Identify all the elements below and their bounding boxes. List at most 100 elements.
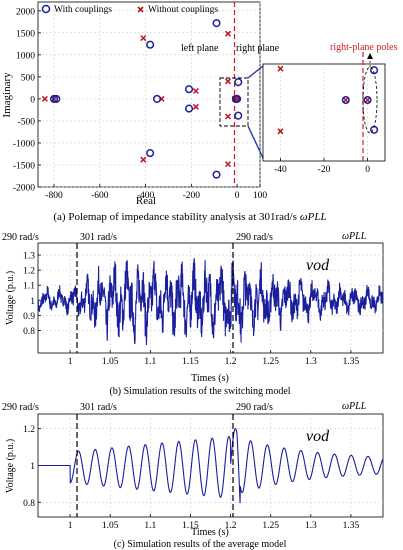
- caption-c: (c) Simulation results of the average mo…: [114, 539, 287, 550]
- polemap-ytick-label: -2000: [13, 184, 35, 194]
- polemap-poles: [41, 19, 243, 179]
- b-ytick-label: 1: [30, 297, 35, 307]
- inset-pole-cross: [277, 65, 284, 72]
- c-xtick-label: 1.1: [144, 521, 156, 531]
- right-plane-poles-label: right-plane poles: [330, 42, 398, 53]
- pole-cross-without-couplings: [224, 113, 231, 120]
- switching-x-ticks: 1 1.05 1.1 1.15 1.2 1.25 1.3 1.35: [68, 350, 360, 367]
- polemap-xtick-label: -400: [137, 191, 155, 201]
- switching-top-label-2: 301 rad/s: [80, 232, 117, 243]
- switching-ylabel: Voltage (p.u.): [5, 271, 16, 326]
- b-xtick-label: 1.35: [343, 357, 360, 367]
- average-xlabel: Times (s): [191, 527, 229, 538]
- polemap-frame: [37, 1, 261, 188]
- b-ytick-label: 1.1: [23, 282, 35, 292]
- b-ytick-label: 0.8: [23, 327, 35, 337]
- c-xtick-label: 1: [68, 521, 73, 531]
- inset-xtick-label: -40: [274, 165, 287, 175]
- b-ytick-label: 1.2: [23, 267, 35, 277]
- legend-cross-marker: [137, 6, 144, 13]
- pole-circle-with-couplings: [234, 78, 243, 87]
- legend-circle-marker: [41, 4, 51, 14]
- left-plane-label: left plane: [181, 43, 219, 54]
- inset-xtick-label: 0: [365, 165, 370, 175]
- b-xtick-label: 1.25: [262, 357, 279, 367]
- right-plane-label: right plane: [236, 43, 280, 54]
- c-ytick-label: 1: [30, 462, 35, 472]
- pole-circle-with-couplings: [185, 85, 194, 94]
- polemap-xtick-label: 100: [253, 191, 268, 201]
- caption-b: (b) Simulation results of the switching …: [109, 386, 290, 397]
- caption-a-symbol: ωPLL: [300, 211, 327, 223]
- average-top-label-2: 301 rad/s: [80, 402, 117, 413]
- average-model-panel: 0.8 1 1.2 1 1.05 1.1 1.15 1.2 1.25 1.3 1.35 290 r…: [2, 401, 384, 550]
- polemap-ytick-label: -500: [18, 117, 36, 127]
- polemap-ytick-label: -1000: [13, 139, 35, 149]
- legend-with-couplings: With couplings: [54, 5, 112, 15]
- pole-cross-without-couplings: [224, 78, 231, 85]
- inset-xtick-label: -20: [318, 165, 331, 175]
- legend-without-couplings: Without couplings: [148, 5, 218, 15]
- polemap-ytick-label: 1000: [16, 51, 35, 61]
- pole-circle-with-couplings: [212, 19, 221, 28]
- pole-cross-without-couplings: [41, 95, 48, 102]
- pole-cross-without-couplings: [50, 95, 58, 102]
- polemap-ytick-label: 1500: [16, 29, 35, 39]
- average-top-label-3: 290 rad/s: [236, 402, 273, 413]
- polemap-ytick-label: 2000: [16, 7, 35, 17]
- pole-cross-without-couplings: [224, 30, 231, 37]
- pole-circle-with-couplings: [52, 94, 61, 103]
- average-x-ticks: 1 1.05 1.1 1.15 1.2 1.25 1.3 1.35: [68, 514, 359, 531]
- c-xtick-label: 1.15: [182, 521, 199, 531]
- inset-grid: [280, 64, 368, 161]
- pole-circle-with-couplings: [212, 170, 221, 179]
- b-xtick-label: 1.1: [144, 357, 156, 367]
- pole-circle-with-couplings: [152, 94, 162, 103]
- b-ytick-label: 1.3: [23, 252, 35, 262]
- pole-cross-without-couplings: [140, 35, 147, 42]
- polemap-x-ticks: -800 -600 -400 -200 0 100: [45, 184, 267, 201]
- c-xtick-label: 1.3: [305, 521, 317, 531]
- average-pll-symbol: ωPLL: [342, 401, 367, 412]
- switching-top-label-3: 290 rad/s: [236, 232, 273, 243]
- switching-model-panel: 0.80.911.11.21.3 1 1.05 1.1 1.15 1.2 1.25 1.3 1…: [2, 231, 384, 397]
- pole-cross-without-couplings: [192, 87, 199, 95]
- caption-a-text: (a) Polemap of impedance stability analy…: [53, 211, 296, 223]
- switching-vod-series: [37, 258, 384, 346]
- inset-pole-circle: [341, 95, 350, 105]
- inset-pole-cross: [364, 96, 371, 104]
- pole-cross-without-couplings: [192, 103, 199, 110]
- polemap-ylabel: Imaginary: [1, 72, 13, 118]
- polemap-ytick-label: 500: [21, 73, 36, 83]
- c-ytick-label: 1.2: [23, 425, 35, 435]
- pole-circle-with-couplings: [146, 149, 155, 158]
- switching-top-label-1: 290 rad/s: [2, 232, 39, 243]
- pole-cross-without-couplings: [140, 156, 147, 163]
- zoom-connector-top: [247, 65, 264, 79]
- b-ytick-label: 0.9: [23, 312, 35, 322]
- right-plane-poles-ellipse: [362, 66, 378, 134]
- polemap-xtick-label: -200: [183, 191, 201, 201]
- c-xtick-label: 1.2: [225, 521, 237, 531]
- polemap-ytick-label: 0: [30, 95, 35, 105]
- average-vod-label: vod: [306, 428, 330, 445]
- pole-circle-with-couplings: [233, 94, 242, 103]
- inset-poles: [277, 65, 379, 135]
- average-top-label-1: 290 rad/s: [2, 402, 39, 413]
- average-vod-series: [38, 428, 384, 504]
- c-ytick-label: 0.8: [23, 499, 35, 509]
- inset-x-ticks: -40 -20 0: [274, 158, 370, 175]
- zoom-connector-bottom: [247, 125, 264, 159]
- pole-circle-with-couplings: [234, 111, 243, 120]
- polemap-grid: [38, 2, 261, 188]
- polemap-y-ticks: -2000 -1500 -1000 -500 0 500 1000 1500 2000: [13, 7, 41, 194]
- b-xtick-label: 1.3: [305, 357, 317, 367]
- pole-circle-with-couplings: [185, 104, 194, 113]
- average-grid: [38, 414, 383, 517]
- polemap-ytick-label: -1500: [13, 161, 35, 171]
- switching-xlabel: Times (s): [191, 373, 229, 384]
- b-xtick-label: 1.2: [225, 357, 237, 367]
- c-xtick-label: 1.05: [102, 521, 119, 531]
